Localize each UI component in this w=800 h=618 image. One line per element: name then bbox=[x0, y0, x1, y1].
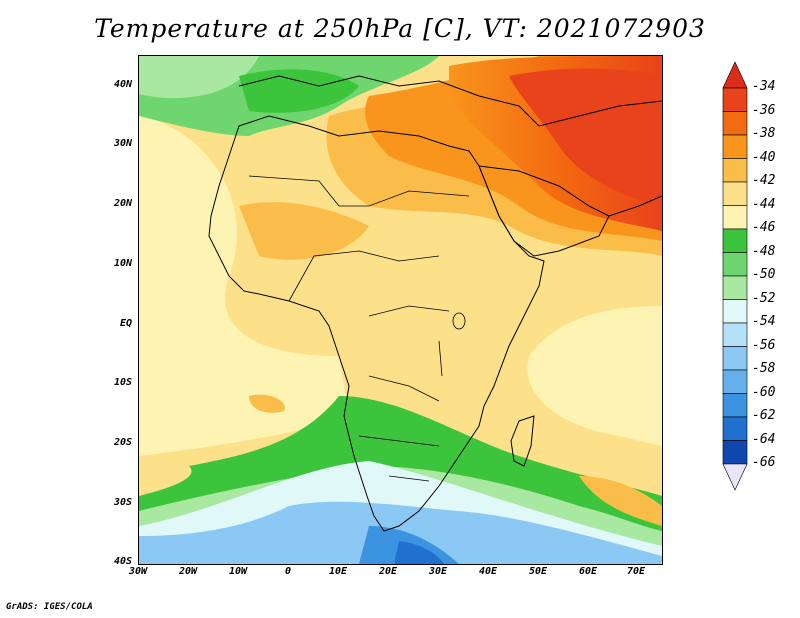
lat-tick-label: 30S bbox=[113, 497, 132, 508]
colorbar-tick-label: -56 bbox=[752, 337, 776, 353]
lon-tick-label: 10E bbox=[328, 566, 348, 577]
lon-tick-label: 50E bbox=[528, 566, 548, 577]
colorbar-swatch bbox=[722, 369, 748, 394]
colorbar-swatch bbox=[722, 87, 748, 112]
atlantic-warm-blob bbox=[249, 394, 285, 413]
colorbar-tick-label: -52 bbox=[752, 290, 776, 306]
country-borders bbox=[248, 175, 470, 482]
colorbar-tick-label: -42 bbox=[752, 173, 776, 188]
colorbar-under-triangle bbox=[722, 463, 748, 491]
colorbar-tick-label: -54 bbox=[752, 314, 776, 329]
lat-tick-label: 20N bbox=[113, 198, 132, 209]
asia-coast bbox=[608, 195, 662, 217]
lat-tick-label: 10N bbox=[113, 258, 132, 269]
colorbar-over-triangle bbox=[722, 61, 748, 89]
colorbar-tick-label: -58 bbox=[752, 361, 776, 376]
lon-tick-label: 0 bbox=[284, 566, 292, 577]
map-panel bbox=[138, 55, 663, 565]
colorbar-swatch bbox=[722, 252, 748, 277]
colorbar-tick-label: -60 bbox=[752, 384, 776, 400]
colorbar-tick-label: -62 bbox=[752, 408, 776, 423]
pale-atlantic bbox=[139, 116, 349, 456]
madagascar-outline bbox=[510, 415, 535, 467]
lon-tick-label: 20W bbox=[178, 566, 198, 577]
africa-coastline bbox=[208, 115, 545, 532]
colorbar-swatch bbox=[722, 275, 748, 300]
colorbar bbox=[722, 61, 748, 491]
arabia-outline bbox=[478, 165, 610, 257]
lon-tick-label: 10W bbox=[228, 566, 248, 577]
indian-warm-blob bbox=[579, 476, 662, 526]
colorbar-tick-label: -64 bbox=[752, 431, 776, 447]
lat-tick-label: 10S bbox=[113, 377, 132, 388]
lat-tick-label: 30N bbox=[113, 138, 132, 149]
colorbar-swatch bbox=[722, 228, 748, 253]
colorbar-swatch bbox=[722, 393, 748, 418]
colorbar-swatch bbox=[722, 416, 748, 441]
lon-tick-label: 70E bbox=[626, 566, 646, 577]
west-africa-patch bbox=[239, 202, 369, 260]
credit-text: GrADS: IGES/COLA bbox=[6, 602, 93, 612]
colorbar-swatch bbox=[722, 322, 748, 347]
colorbar-swatch bbox=[722, 440, 748, 465]
lat-tick-label: EQ bbox=[119, 318, 132, 329]
band-minus34 bbox=[509, 68, 662, 206]
colorbar-tick-label: -66 bbox=[752, 455, 776, 470]
colorbar-tick-label: -44 bbox=[752, 196, 776, 212]
colorbar-tick-label: -34 bbox=[752, 79, 776, 94]
colorbar-swatch bbox=[722, 205, 748, 230]
lon-tick-label: 30E bbox=[428, 566, 448, 577]
asia-border bbox=[538, 100, 662, 127]
europe-coastline bbox=[238, 75, 540, 127]
colorbar-swatch bbox=[722, 111, 748, 136]
lake-tanganyika bbox=[438, 340, 443, 377]
lat-tick-label: 40S bbox=[113, 556, 132, 567]
colorbar-swatch bbox=[722, 299, 748, 324]
colorbar-tick-label: -50 bbox=[752, 267, 776, 282]
north-dark-green bbox=[239, 69, 359, 113]
colorbar-swatch bbox=[722, 346, 748, 371]
colorbar-tick-label: -46 bbox=[752, 220, 776, 235]
map-title: Temperature at 250hPa [C], VT: 202107290… bbox=[94, 14, 706, 43]
colorbar-tick-label: -48 bbox=[752, 243, 776, 259]
north-light-band bbox=[139, 56, 259, 99]
lat-tick-label: 40N bbox=[113, 79, 132, 90]
colorbar-swatch bbox=[722, 134, 748, 159]
colorbar-tick-label: -38 bbox=[752, 126, 776, 141]
lat-tick-label: 20S bbox=[113, 437, 132, 448]
colorbar-tick-label: -36 bbox=[752, 102, 776, 118]
lon-tick-label: 20E bbox=[378, 566, 398, 577]
lake-victoria bbox=[452, 312, 466, 330]
temperature-map bbox=[139, 56, 662, 564]
lon-tick-label: 60E bbox=[578, 566, 598, 577]
south-band-minus62 bbox=[394, 541, 444, 564]
colorbar-swatch bbox=[722, 158, 748, 183]
colorbar-tick-label: -40 bbox=[752, 149, 776, 165]
lon-tick-label: 40E bbox=[478, 566, 498, 577]
lon-tick-label: 30W bbox=[128, 566, 148, 577]
colorbar-swatch bbox=[722, 181, 748, 206]
pale-indian-ocean bbox=[527, 306, 662, 446]
